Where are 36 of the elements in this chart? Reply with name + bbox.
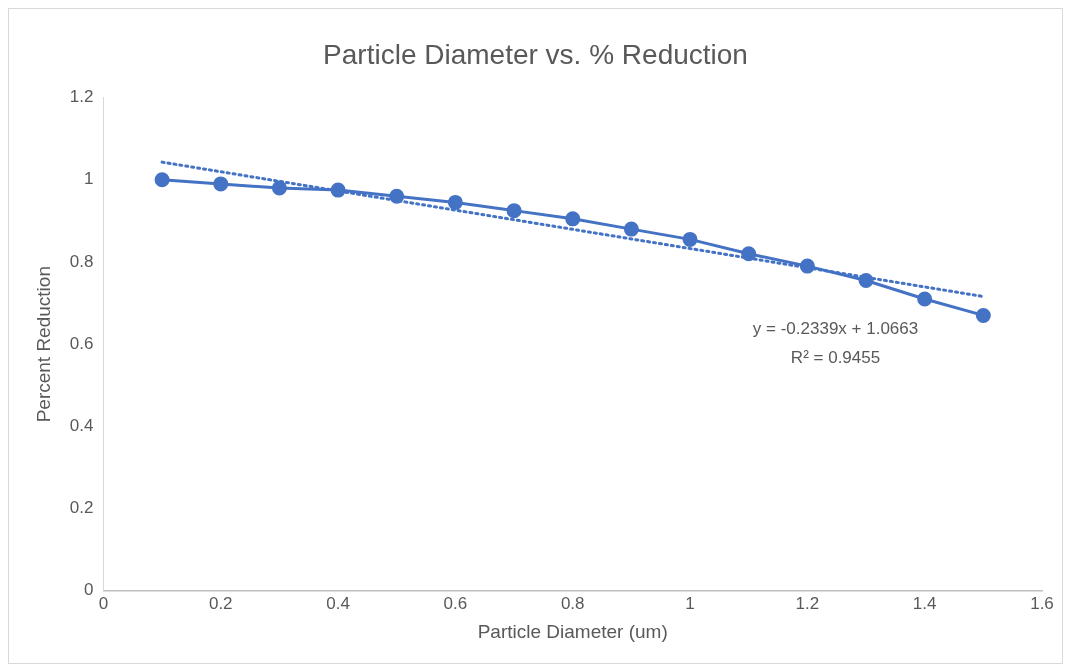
y-tick-label: 1 xyxy=(83,169,94,189)
annotation: R² = 0.9455 xyxy=(790,348,881,368)
y-tick-label: 0.2 xyxy=(69,498,94,518)
x-tick-label: 1.6 xyxy=(1030,593,1054,613)
x-tick-label: 0 xyxy=(98,593,109,613)
point xyxy=(565,211,581,227)
point xyxy=(506,203,522,219)
y-tick-label: 0.6 xyxy=(69,333,94,353)
point xyxy=(389,188,405,204)
x-tick-label: 1.2 xyxy=(795,593,820,613)
point xyxy=(623,221,639,237)
point xyxy=(975,307,991,323)
y-tick-label: 0.4 xyxy=(69,416,94,436)
x-tick-label: 0.4 xyxy=(326,593,350,613)
x-tick-label: 0.8 xyxy=(560,593,585,613)
x-tick-label: 1 xyxy=(685,593,695,613)
chart-title: Particle Diameter vs. % Reduction xyxy=(323,38,748,70)
x-tick-label: 1.4 xyxy=(912,593,937,613)
point xyxy=(447,194,463,210)
x-tick-label: 0.2 xyxy=(208,593,233,613)
point xyxy=(682,231,698,247)
x-tick-label: 0.6 xyxy=(443,593,468,613)
point xyxy=(154,172,170,188)
x-axis-title: Particle Diameter (um) xyxy=(477,620,668,642)
point xyxy=(330,182,346,198)
point xyxy=(799,258,815,274)
point xyxy=(741,246,757,262)
y-tick-label: 1.2 xyxy=(69,87,94,107)
annotation: y = -0.2339x + 1.0663 xyxy=(752,319,919,339)
point xyxy=(271,180,287,196)
y-tick-label: 0 xyxy=(83,580,94,600)
y-tick-label: 0.8 xyxy=(69,251,94,271)
point xyxy=(858,273,874,288)
point xyxy=(213,176,229,192)
point xyxy=(917,291,933,307)
y-axis-title: Percent Reduction xyxy=(32,266,54,423)
